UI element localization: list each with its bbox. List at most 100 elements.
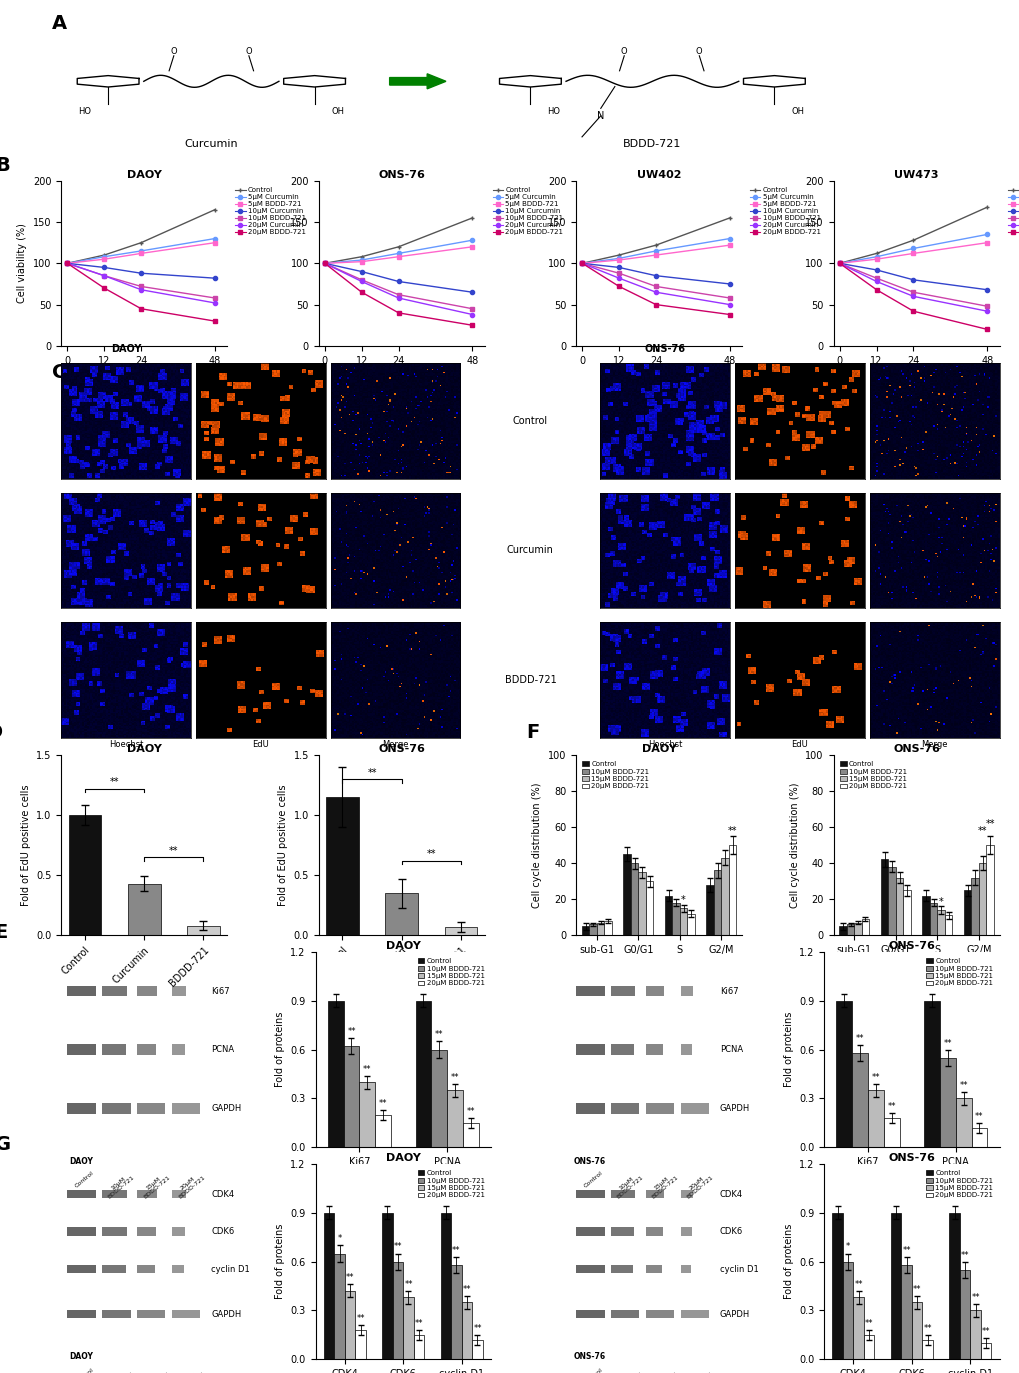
Bar — [880, 859, 888, 935]
Text: B: B — [0, 157, 9, 174]
Bar — [610, 1190, 635, 1199]
Text: GAPDH: GAPDH — [719, 1104, 749, 1112]
Bar — [713, 870, 720, 935]
Bar — [102, 1265, 126, 1273]
Bar — [645, 1103, 674, 1114]
Bar — [138, 1190, 157, 1199]
Legend: Control, 5μM Curcumin, 5μM BDDD-721, 10μM Curcumin, 10μM BDDD-721, 20μM Curcumin: Control, 5μM Curcumin, 5μM BDDD-721, 10μ… — [1004, 184, 1019, 238]
X-axis label: hours: hours — [902, 371, 929, 382]
Text: O: O — [246, 47, 252, 56]
Bar — [944, 916, 952, 935]
Bar — [929, 902, 936, 935]
Bar — [842, 1262, 853, 1359]
Title: DAOY: DAOY — [385, 942, 420, 951]
Bar — [664, 895, 672, 935]
Text: Control: Control — [513, 416, 547, 426]
Text: Curcumin: Curcumin — [184, 139, 237, 148]
Text: **: ** — [922, 1324, 931, 1333]
Bar — [172, 1310, 200, 1318]
Text: *: * — [845, 1243, 850, 1251]
Text: C: C — [52, 362, 66, 382]
Bar — [978, 864, 985, 935]
Bar — [67, 1265, 96, 1273]
Bar — [415, 1001, 431, 1148]
Text: G: G — [0, 1134, 10, 1153]
Bar — [463, 1123, 478, 1148]
Bar — [681, 1103, 708, 1114]
Bar — [450, 1265, 462, 1359]
Y-axis label: Cell viability (%): Cell viability (%) — [17, 224, 28, 303]
Bar — [681, 1310, 708, 1318]
Bar — [172, 1265, 183, 1273]
Bar — [901, 1265, 911, 1359]
Title: ONS-76: ONS-76 — [378, 744, 425, 754]
Bar — [980, 1343, 990, 1359]
Title: DAOY: DAOY — [126, 170, 162, 180]
Text: **: ** — [959, 1081, 967, 1090]
Bar — [687, 913, 694, 935]
Bar — [575, 1227, 604, 1236]
Text: **: ** — [415, 1319, 423, 1328]
Legend: Control, 10μM BDDD-721, 15μM BDDD-721, 20μM BDDD-721: Control, 10μM BDDD-721, 15μM BDDD-721, 2… — [837, 758, 909, 792]
Bar — [440, 1212, 450, 1359]
X-axis label: Hoechst: Hoechst — [109, 740, 143, 748]
Text: **: ** — [345, 1273, 354, 1282]
Bar — [949, 1212, 959, 1359]
Bar — [680, 908, 687, 935]
Bar — [431, 1049, 446, 1148]
Text: 15μM
BDDD-721: 15μM BDDD-721 — [647, 1171, 679, 1200]
Y-axis label: Fold of proteins: Fold of proteins — [274, 1223, 284, 1299]
X-axis label: hours: hours — [387, 371, 415, 382]
Text: BDDD-721: BDDD-721 — [623, 139, 681, 148]
Bar — [102, 986, 127, 997]
Bar — [138, 1265, 155, 1273]
Bar — [861, 919, 868, 935]
Text: 10μM
BDDD-721: 10μM BDDD-721 — [611, 1171, 644, 1200]
Text: O: O — [621, 47, 627, 56]
Y-axis label: Fold of EdU positive cells: Fold of EdU positive cells — [20, 784, 31, 906]
Bar — [172, 1103, 200, 1114]
Text: **: ** — [943, 1038, 951, 1048]
Bar — [969, 1310, 980, 1359]
Text: *: * — [937, 897, 943, 906]
Title: UW473: UW473 — [894, 170, 937, 180]
Text: **: ** — [902, 1245, 910, 1255]
Text: PCNA: PCNA — [719, 1045, 742, 1054]
Legend: Control, 10μM BDDD-721, 15μM BDDD-721, 20μM BDDD-721: Control, 10μM BDDD-721, 15μM BDDD-721, 2… — [579, 758, 651, 792]
Text: **: ** — [363, 1064, 371, 1074]
Bar — [959, 1270, 969, 1359]
Bar — [327, 1001, 343, 1148]
Text: Ki67: Ki67 — [211, 987, 229, 995]
Text: 15μM
BDDD-721: 15μM BDDD-721 — [139, 1366, 171, 1373]
Legend: Control, 5μM Curcumin, 5μM BDDD-721, 10μM Curcumin, 10μM BDDD-721, 20μM Curcumin: Control, 5μM Curcumin, 5μM BDDD-721, 10μ… — [232, 184, 309, 238]
Bar — [832, 1212, 842, 1359]
Text: *: * — [337, 1234, 341, 1244]
Text: Control: Control — [582, 1171, 603, 1189]
Bar — [403, 1297, 414, 1359]
Bar — [102, 1310, 130, 1318]
Bar — [903, 890, 910, 935]
Bar — [631, 864, 638, 935]
Bar — [326, 796, 359, 935]
Legend: Control, 10μM BDDD-721, 15μM BDDD-721, 20μM BDDD-721: Control, 10μM BDDD-721, 15μM BDDD-721, 2… — [415, 1167, 487, 1201]
Text: 20μM
BDDD-721: 20μM BDDD-721 — [682, 1366, 714, 1373]
Text: A: A — [52, 14, 67, 33]
Text: 15μM
BDDD-721: 15μM BDDD-721 — [139, 1171, 171, 1200]
Bar — [836, 1001, 852, 1148]
Bar — [102, 1227, 126, 1236]
Bar — [67, 1190, 96, 1199]
Text: GAPDH: GAPDH — [211, 1310, 242, 1318]
Bar — [852, 1053, 867, 1148]
Text: **: ** — [393, 1243, 401, 1251]
Y-axis label: Fold of proteins: Fold of proteins — [783, 1223, 793, 1299]
Bar — [985, 844, 993, 935]
Title: ONS-76: ONS-76 — [644, 343, 685, 354]
Bar — [729, 844, 736, 935]
Bar — [672, 902, 680, 935]
Text: **: ** — [451, 1245, 461, 1255]
Text: Control: Control — [74, 1366, 95, 1373]
Bar — [343, 1046, 359, 1148]
Bar — [575, 1310, 604, 1318]
Text: **: ** — [864, 1319, 872, 1328]
Title: ONS-76: ONS-76 — [888, 942, 934, 951]
